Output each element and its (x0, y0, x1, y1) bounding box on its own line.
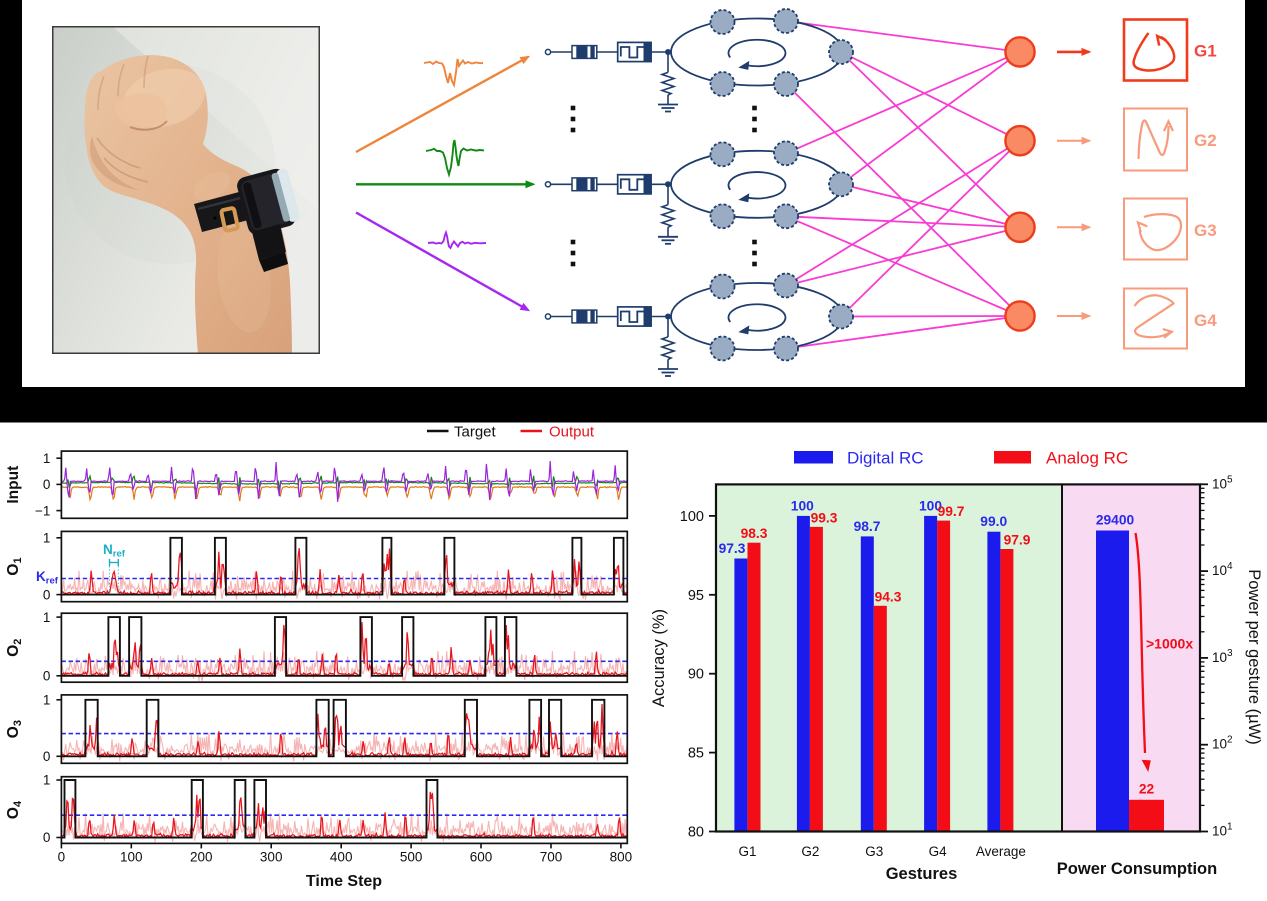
svg-text:104: 104 (1212, 561, 1233, 578)
svg-text:G1: G1 (738, 844, 756, 859)
svg-text:Output: Output (549, 424, 595, 441)
svg-text:Nref: Nref (103, 542, 126, 560)
svg-text:0: 0 (43, 669, 51, 684)
svg-text:G2: G2 (801, 844, 819, 859)
svg-text:1: 1 (43, 451, 51, 466)
svg-text:103: 103 (1212, 648, 1233, 665)
svg-text:O2: O2 (5, 639, 24, 657)
svg-text:0: 0 (58, 850, 66, 865)
svg-text:Input: Input (5, 466, 22, 504)
svg-text:Power Consumption: Power Consumption (1057, 860, 1217, 878)
svg-text:105: 105 (1212, 474, 1233, 491)
svg-text:0: 0 (43, 749, 51, 764)
svg-text:300: 300 (260, 850, 283, 865)
svg-text:O3: O3 (5, 720, 24, 738)
svg-text:101: 101 (1212, 822, 1233, 839)
svg-text:Average: Average (976, 844, 1026, 859)
svg-text:G1: G1 (1194, 42, 1217, 61)
svg-text:90: 90 (688, 667, 704, 683)
svg-text:G4: G4 (929, 844, 948, 859)
svg-text:>1000x: >1000x (1146, 636, 1193, 652)
svg-text:G4: G4 (1194, 311, 1217, 330)
svg-text:100: 100 (120, 850, 143, 865)
svg-text:0: 0 (43, 830, 51, 845)
svg-text:29400: 29400 (1096, 513, 1135, 528)
svg-text:−1: −1 (35, 503, 50, 518)
svg-text:Kref: Kref (36, 569, 59, 587)
svg-text:94.3: 94.3 (875, 589, 902, 604)
svg-text:99.3: 99.3 (811, 510, 838, 525)
svg-text:1: 1 (43, 693, 51, 708)
svg-text:98.3: 98.3 (741, 526, 768, 541)
svg-text:400: 400 (330, 850, 353, 865)
svg-text:100: 100 (919, 498, 942, 513)
svg-text:G3: G3 (865, 844, 883, 859)
svg-text:G2: G2 (1194, 131, 1217, 150)
svg-text:500: 500 (400, 850, 423, 865)
svg-text:600: 600 (470, 850, 493, 865)
svg-text:100: 100 (680, 509, 704, 525)
svg-text:700: 700 (540, 850, 563, 865)
svg-text:1: 1 (43, 773, 51, 788)
svg-text:95: 95 (688, 588, 704, 604)
svg-text:G3: G3 (1194, 221, 1217, 240)
svg-text:Digital RC: Digital RC (847, 449, 924, 468)
svg-text:99.0: 99.0 (980, 514, 1007, 529)
svg-text:800: 800 (610, 850, 633, 865)
svg-text:Time Step: Time Step (306, 873, 382, 890)
svg-text:80: 80 (688, 825, 704, 841)
svg-text:0: 0 (43, 477, 51, 492)
svg-text:1: 1 (43, 610, 51, 625)
svg-text:Power per gesture (µW): Power per gesture (µW) (1245, 569, 1263, 744)
svg-text:97.3: 97.3 (719, 541, 746, 556)
svg-text:0: 0 (43, 587, 51, 602)
svg-text:O1: O1 (5, 557, 24, 575)
svg-text:Target: Target (454, 424, 497, 441)
svg-text:98.7: 98.7 (854, 519, 881, 534)
svg-text:99.7: 99.7 (938, 504, 965, 519)
svg-text:Gestures: Gestures (886, 865, 958, 883)
svg-text:85: 85 (688, 746, 704, 762)
svg-text:1: 1 (43, 531, 51, 546)
svg-text:200: 200 (190, 850, 213, 865)
svg-text:100: 100 (791, 498, 814, 513)
svg-text:Analog RC: Analog RC (1046, 449, 1128, 468)
svg-text:Accuracy (%): Accuracy (%) (650, 609, 668, 707)
svg-text:102: 102 (1212, 735, 1233, 752)
svg-text:22: 22 (1139, 782, 1155, 797)
svg-text:97.9: 97.9 (1004, 533, 1031, 548)
svg-text:O4: O4 (5, 800, 24, 819)
